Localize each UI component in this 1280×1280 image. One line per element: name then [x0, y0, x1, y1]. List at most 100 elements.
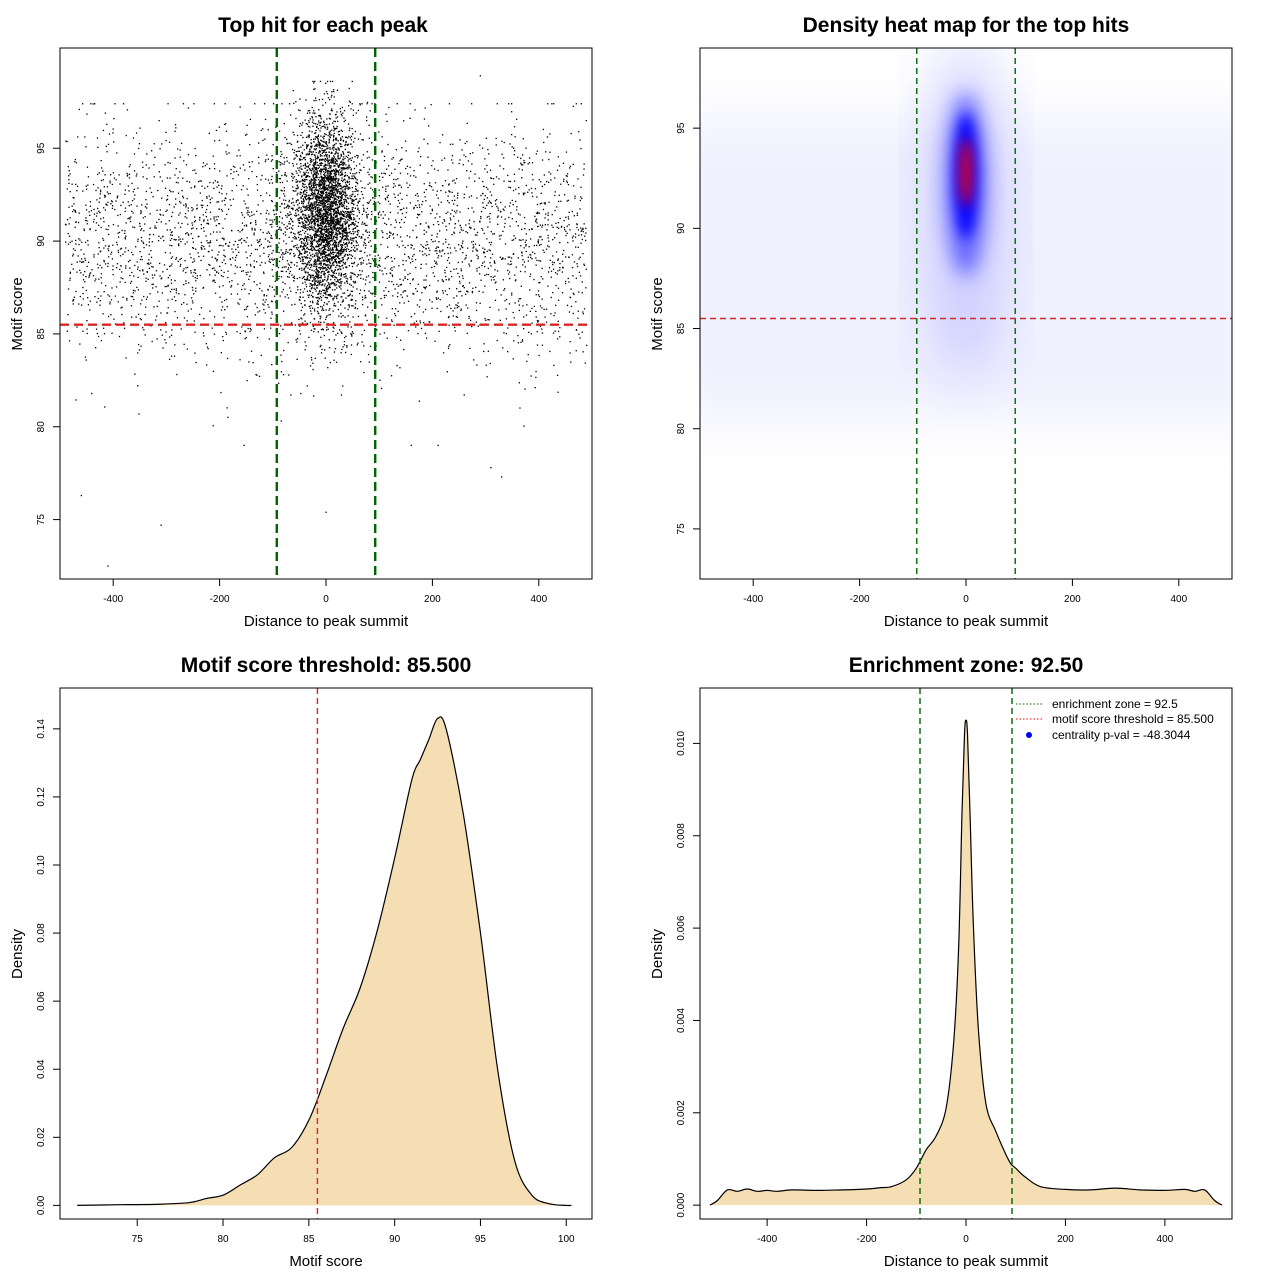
scatter-point [449, 217, 451, 219]
scatter-point [338, 315, 340, 317]
scatter-point [341, 332, 343, 334]
scatter-point [170, 279, 172, 281]
scatter-point [553, 364, 555, 366]
scatter-point [291, 274, 293, 276]
scatter-point [304, 225, 306, 227]
scatter-point [323, 176, 326, 179]
scatter-point [248, 211, 250, 214]
scatter-point [502, 257, 504, 259]
scatter-point [109, 180, 111, 182]
scatter-point [96, 301, 98, 303]
scatter-point [533, 278, 535, 281]
scatter-point [218, 286, 221, 288]
scatter-point [405, 211, 408, 214]
scatter-point [89, 273, 91, 275]
scatter-point [239, 167, 241, 169]
scatter-point [156, 305, 158, 308]
scatter-point [392, 283, 395, 286]
scatter-point [423, 246, 425, 249]
scatter-point [523, 194, 525, 196]
scatter-point [301, 180, 303, 182]
scatter-point [385, 287, 387, 289]
scatter-point [303, 288, 306, 290]
scatter-point [447, 252, 449, 255]
scatter-point [476, 364, 478, 366]
scatter-point [68, 340, 71, 342]
scatter-point [412, 260, 414, 263]
scatter-point [465, 293, 467, 295]
scatter-point [321, 229, 323, 231]
scatter-point [331, 91, 333, 93]
scatter-point [518, 168, 520, 170]
scatter-point [165, 223, 167, 225]
scatter-point [104, 209, 106, 211]
scatter-point [349, 231, 351, 233]
scatter-point [74, 226, 76, 228]
scatter-point [393, 324, 395, 326]
scatter-point [313, 328, 315, 330]
scatter-point [351, 331, 353, 333]
scatter-point [294, 233, 296, 235]
scatter-point [100, 191, 102, 193]
scatter-point [335, 151, 337, 153]
scatter-point [319, 223, 321, 225]
scatter-point [327, 207, 330, 210]
scatter-point [294, 244, 296, 247]
scatter-point [323, 208, 325, 211]
scatter-point [209, 198, 211, 201]
scatter-point [96, 332, 98, 335]
scatter-point [351, 265, 354, 268]
scatter-point [205, 216, 208, 218]
scatter-point [273, 219, 276, 221]
scatter-point [323, 207, 325, 209]
scatter-point [246, 237, 248, 239]
scatter-point [391, 281, 393, 283]
scatter-point [139, 222, 141, 225]
scatter-point [113, 118, 115, 120]
scatter-point [359, 133, 362, 135]
scatter-point [92, 183, 95, 186]
scatter-point [425, 279, 427, 281]
scatter-point [285, 243, 287, 245]
scatter-point [417, 200, 419, 202]
scatter-point [141, 161, 144, 163]
scatter-point [180, 202, 182, 204]
scatter-point [140, 210, 142, 212]
scatter-point [259, 229, 262, 231]
scatter-point [311, 211, 313, 213]
scatter-point [479, 302, 481, 304]
scatter-point [110, 251, 113, 253]
scatter-point [288, 264, 291, 266]
scatter-point [357, 138, 360, 140]
scatter-point [582, 253, 584, 255]
scatter-point [350, 211, 352, 213]
scatter-point [138, 413, 140, 415]
scatter-point [432, 241, 434, 243]
scatter-point [337, 201, 340, 204]
scatter-point [348, 183, 351, 185]
scatter-point [271, 286, 273, 288]
scatter-point [496, 205, 498, 208]
scatter-point [124, 189, 126, 191]
scatter-point [337, 165, 339, 167]
scatter-point [68, 170, 70, 172]
scatter-point [278, 251, 280, 254]
scatter-point [565, 280, 567, 283]
scatter-point [99, 264, 101, 267]
scatter-point [466, 186, 468, 188]
scatter-point [287, 142, 289, 144]
scatter-point [189, 253, 191, 255]
scatter-point [324, 228, 327, 231]
scatter-point [349, 293, 351, 295]
scatter-point [85, 359, 87, 361]
scatter-point [365, 279, 367, 281]
scatter-point [307, 275, 309, 277]
scatter-point [327, 282, 330, 284]
scatter-point [574, 233, 577, 235]
scatter-point [283, 310, 285, 312]
scatter-point [187, 207, 189, 209]
scatter-point [321, 98, 324, 101]
scatter-point [455, 316, 457, 318]
scatter-point [410, 247, 412, 249]
scatter-point [174, 130, 176, 132]
